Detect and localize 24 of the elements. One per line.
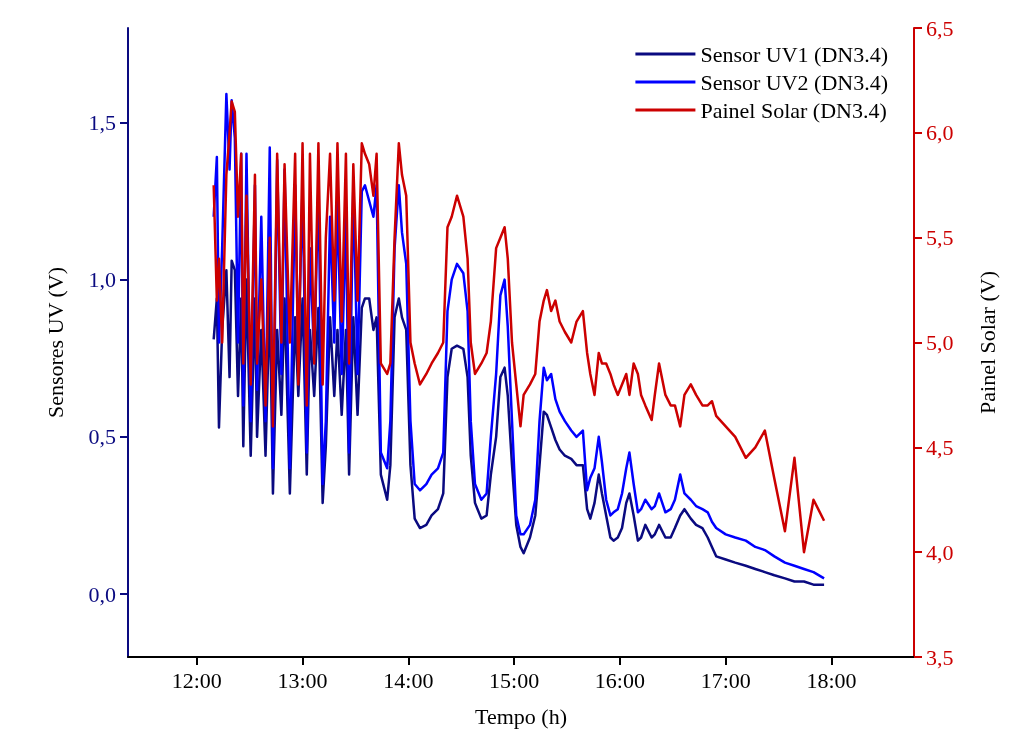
- legend-label: Sensor UV1 (DN3.4): [700, 41, 888, 67]
- y2-tick-label: 6,0: [926, 120, 954, 146]
- x-tick-label: 14:00: [383, 667, 434, 693]
- y2-tick-label: 4,5: [926, 434, 954, 460]
- legend-label: Painel Solar (DN3.4): [700, 97, 887, 123]
- y-axis-title: Sensores UV (V): [42, 266, 68, 419]
- y-tick-label: 1,0: [88, 267, 116, 293]
- y-tick-label: 0,0: [88, 581, 116, 607]
- y2-axis-title: Painel Solar (V): [974, 271, 1000, 414]
- y2-tick-label: 3,5: [926, 644, 954, 670]
- x-tick-label: 15:00: [489, 667, 540, 693]
- y2-tick-label: 5,0: [926, 330, 954, 355]
- y2-tick-label: 6,5: [926, 15, 954, 41]
- x-tick-label: 16:00: [594, 667, 645, 693]
- y2-tick-label: 4,0: [926, 539, 954, 565]
- legend-label: Sensor UV2 (DN3.4): [700, 69, 888, 95]
- x-tick-label: 18:00: [806, 667, 857, 693]
- y-tick-label: 0,5: [88, 424, 116, 450]
- x-tick-label: 13:00: [277, 667, 328, 693]
- y-tick-label: 1,5: [88, 109, 116, 135]
- x-axis-title: Tempo (h): [475, 703, 567, 729]
- y2-tick-label: 5,5: [926, 225, 954, 251]
- x-tick-label: 12:00: [171, 667, 222, 693]
- x-tick-label: 17:00: [700, 667, 751, 693]
